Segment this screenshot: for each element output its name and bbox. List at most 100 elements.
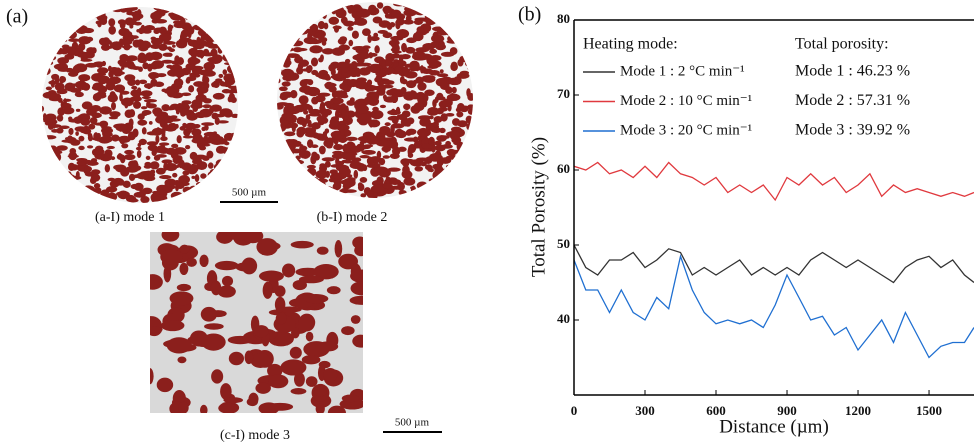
blob xyxy=(363,96,374,105)
blob xyxy=(348,39,354,47)
blob xyxy=(92,173,99,182)
blob xyxy=(461,7,473,13)
blob xyxy=(464,26,473,34)
blob xyxy=(68,118,79,123)
blob xyxy=(150,169,156,175)
blob xyxy=(163,114,171,121)
blob xyxy=(124,149,135,155)
blob xyxy=(53,24,65,32)
blob xyxy=(133,191,146,198)
blob xyxy=(353,157,362,163)
blob xyxy=(442,15,452,21)
blob xyxy=(57,7,64,11)
blob xyxy=(153,110,159,117)
blob xyxy=(289,181,300,190)
blob xyxy=(418,53,433,60)
blob xyxy=(416,157,429,162)
blob xyxy=(202,104,212,109)
blob xyxy=(135,79,141,86)
blob xyxy=(209,168,217,177)
blob xyxy=(217,12,225,19)
blob xyxy=(68,14,77,20)
blob xyxy=(93,122,104,126)
blob xyxy=(341,326,355,336)
blob xyxy=(223,8,235,16)
blob xyxy=(296,20,302,30)
blob xyxy=(277,11,282,18)
blob xyxy=(69,88,75,92)
blob xyxy=(140,90,153,97)
blob xyxy=(184,122,197,130)
blob xyxy=(218,25,224,29)
blob xyxy=(285,18,298,23)
blob xyxy=(440,184,449,192)
blob xyxy=(346,177,356,183)
blob xyxy=(190,49,198,59)
blob xyxy=(131,35,139,39)
blob xyxy=(328,178,336,183)
blob xyxy=(288,151,294,156)
blob xyxy=(74,192,84,200)
blob xyxy=(181,92,192,97)
blob xyxy=(48,80,58,85)
blob xyxy=(70,139,81,146)
blob xyxy=(417,82,427,91)
blob xyxy=(206,13,218,19)
blob xyxy=(111,101,116,111)
blob xyxy=(49,118,56,123)
blob xyxy=(63,21,68,28)
blob xyxy=(290,148,302,154)
blob xyxy=(324,193,333,198)
blob xyxy=(66,46,77,55)
blob xyxy=(213,163,221,171)
blob xyxy=(332,150,344,155)
blob xyxy=(187,191,198,198)
blob xyxy=(313,264,339,280)
blob xyxy=(142,26,152,32)
blob xyxy=(376,150,382,159)
blob xyxy=(301,354,321,365)
blob xyxy=(55,26,60,30)
blob xyxy=(298,118,310,122)
blob xyxy=(70,83,78,87)
blob xyxy=(286,47,294,52)
blob xyxy=(304,182,317,190)
blob xyxy=(277,4,285,10)
series-line xyxy=(574,244,974,284)
porosity-title: Total porosity: xyxy=(795,36,889,53)
blob xyxy=(306,164,316,169)
blob xyxy=(77,42,86,51)
blob xyxy=(428,178,436,182)
blob xyxy=(88,8,98,17)
blob xyxy=(52,7,62,10)
blob xyxy=(321,186,334,191)
blob xyxy=(396,28,410,39)
blob xyxy=(141,187,153,195)
blob xyxy=(201,126,206,132)
blob xyxy=(389,21,396,28)
blob xyxy=(162,41,176,45)
blob xyxy=(324,75,331,81)
blob xyxy=(160,249,183,265)
blob xyxy=(440,113,448,122)
blob xyxy=(277,51,280,56)
blob xyxy=(317,20,326,30)
blob xyxy=(79,40,84,46)
blob xyxy=(130,174,139,179)
blob xyxy=(203,48,210,55)
blob xyxy=(150,274,163,290)
blob xyxy=(136,29,141,33)
blob xyxy=(396,115,407,120)
blob xyxy=(57,12,70,16)
blob xyxy=(136,150,142,159)
blob xyxy=(277,124,287,132)
blob xyxy=(178,401,189,413)
blob xyxy=(147,85,151,90)
blob xyxy=(132,101,142,109)
blob xyxy=(405,46,416,54)
blob xyxy=(435,5,444,10)
blob xyxy=(220,174,232,182)
blob xyxy=(399,75,405,84)
blob xyxy=(316,341,339,352)
blob xyxy=(281,186,294,196)
